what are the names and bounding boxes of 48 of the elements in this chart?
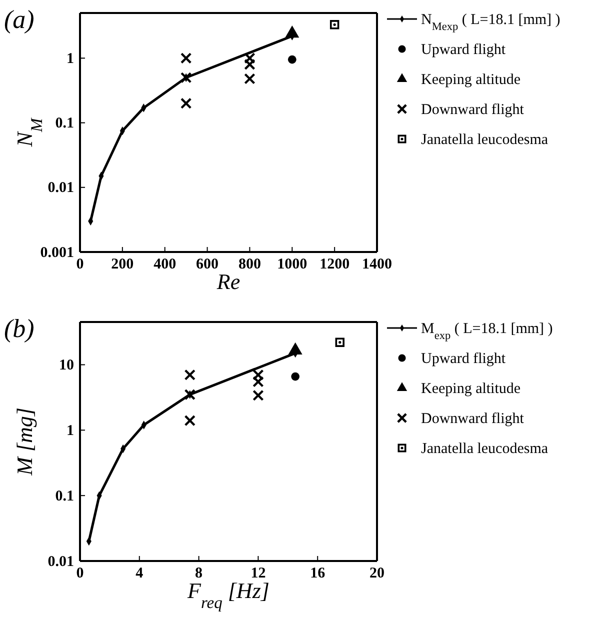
point <box>252 376 264 388</box>
point <box>180 52 192 64</box>
point <box>184 414 196 426</box>
y-tick-label: 0.001 <box>40 244 74 261</box>
y-tick-label: 10 <box>59 358 74 374</box>
point <box>244 73 256 84</box>
point <box>180 72 192 84</box>
legend-label: Upward flight <box>421 351 506 367</box>
point <box>288 55 296 64</box>
legend-label: Keeping altitude <box>421 72 521 88</box>
chart-title: (b) <box>4 314 34 343</box>
y-tick-label: 0.01 <box>48 180 74 196</box>
legend-label: Keeping altitude <box>421 381 521 397</box>
x-tick-label: 1000 <box>277 256 308 273</box>
y-tick-label: 0.01 <box>48 554 74 570</box>
legend-label: M$_{exp}$ ( L=18.1 [mm] ) <box>421 321 553 342</box>
y-tick-label: 0.1 <box>55 488 74 504</box>
legend-label: Downward flight <box>421 411 525 427</box>
point <box>244 52 256 64</box>
y-tick-label: 1 <box>66 422 74 439</box>
point <box>252 369 264 380</box>
x-tick-label: 0 <box>76 256 84 273</box>
x-tick-label: 1400 <box>362 256 392 273</box>
legend-label: Janatella leucodesma <box>421 132 548 148</box>
x-tick-label: 20 <box>370 566 384 582</box>
legend-label: Upward flight <box>421 42 506 58</box>
y-tick-label: 0.1 <box>55 116 74 132</box>
point <box>330 20 340 30</box>
point <box>335 338 344 347</box>
x-tick-label: 800 <box>238 256 261 273</box>
point <box>184 369 196 380</box>
legend-label: Janatella leucodesma <box>421 441 548 457</box>
chart-title: (a) <box>4 5 34 34</box>
point <box>252 390 264 402</box>
y-axis-title: M [mg] <box>12 408 37 476</box>
point <box>291 372 300 381</box>
x-tick-label: 200 <box>111 256 134 273</box>
legend-label: Downward flight <box>421 102 525 118</box>
x-tick-label: 0 <box>76 566 84 582</box>
point <box>180 98 192 109</box>
x-tick-label: 16 <box>310 566 326 582</box>
x-tick-label: 4 <box>136 566 144 582</box>
point <box>184 388 196 400</box>
x-tick-label: 1200 <box>320 256 350 273</box>
point <box>244 58 256 70</box>
x-tick-label: 400 <box>154 256 176 273</box>
legend-label: N$_{Mexp}$ ( L=18.1 [mm] ) <box>421 12 560 33</box>
y-tick-label: 1 <box>66 50 74 67</box>
